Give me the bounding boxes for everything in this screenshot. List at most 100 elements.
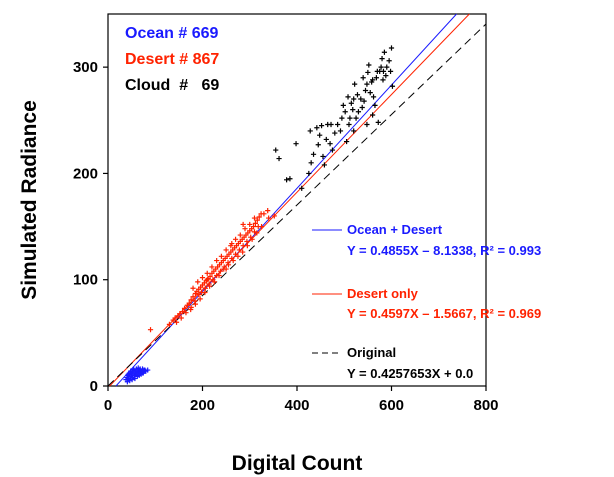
fit-line-ocean-desert bbox=[115, 13, 457, 387]
point-cloud bbox=[350, 107, 356, 113]
point-cloud bbox=[352, 81, 358, 87]
point-desert bbox=[181, 305, 188, 312]
axis-ticks: 0 200 400 600 800 0 100 200 300 bbox=[73, 59, 499, 414]
point-cloud bbox=[328, 121, 334, 128]
point-cloud bbox=[329, 147, 336, 153]
point-cloud bbox=[273, 147, 279, 153]
point-cloud bbox=[337, 128, 344, 134]
x-tick-label: 0 bbox=[104, 397, 112, 414]
point-cloud bbox=[388, 45, 395, 51]
point-cloud bbox=[345, 94, 351, 100]
point-desert bbox=[180, 309, 186, 315]
point-cloud bbox=[370, 94, 377, 100]
point-desert bbox=[190, 294, 196, 300]
point-cloud bbox=[327, 141, 333, 147]
point-cloud bbox=[310, 151, 317, 157]
point-cloud bbox=[318, 123, 325, 129]
fit-lines bbox=[107, 13, 487, 387]
point-cloud bbox=[346, 121, 352, 128]
point-cloud bbox=[375, 119, 381, 126]
point-desert bbox=[256, 214, 262, 220]
point-desert bbox=[190, 285, 196, 291]
x-tick-label: 200 bbox=[190, 397, 215, 414]
point-cloud bbox=[351, 128, 357, 134]
point-cloud bbox=[364, 121, 370, 128]
data-points bbox=[123, 45, 396, 385]
point-cloud bbox=[381, 49, 388, 55]
point-desert bbox=[207, 273, 213, 280]
point-cloud bbox=[362, 87, 369, 94]
point-desert bbox=[249, 236, 255, 242]
point-desert bbox=[261, 211, 267, 217]
point-desert bbox=[177, 311, 183, 317]
point-cloud bbox=[284, 177, 290, 183]
legend-label-ocean-desert: Ocean + Desert bbox=[347, 222, 443, 237]
point-desert bbox=[237, 232, 243, 238]
point-cloud bbox=[293, 141, 299, 147]
point-desert bbox=[247, 221, 253, 228]
point-desert bbox=[197, 296, 203, 302]
count-label-cloud: Cloud # 69 bbox=[125, 77, 219, 94]
point-cloud bbox=[383, 73, 389, 79]
fit-line-desert-only bbox=[109, 13, 470, 387]
point-cloud bbox=[364, 81, 370, 87]
point-cloud bbox=[340, 102, 346, 109]
x-tick-label: 400 bbox=[284, 397, 309, 414]
point-desert bbox=[223, 247, 229, 253]
point-cloud bbox=[366, 62, 372, 68]
point-desert bbox=[223, 266, 229, 272]
fit-line-original bbox=[107, 23, 487, 387]
point-ocean bbox=[140, 370, 146, 376]
point-cloud bbox=[373, 75, 379, 81]
point-cloud bbox=[359, 104, 365, 111]
point-cloud bbox=[307, 128, 313, 134]
point-cloud bbox=[361, 98, 367, 104]
point-cloud bbox=[358, 96, 364, 102]
point-desert bbox=[240, 249, 246, 255]
point-desert bbox=[232, 236, 239, 242]
legend-label-desert-only: Desert only bbox=[347, 286, 419, 301]
equation-desert-only: Y = 0.4597X – 1.5667, R² = 0.969 bbox=[347, 306, 541, 321]
point-desert bbox=[214, 257, 220, 264]
point-cloud bbox=[354, 92, 361, 98]
point-desert bbox=[235, 253, 241, 259]
point-desert bbox=[254, 230, 260, 236]
point-cloud bbox=[306, 170, 312, 177]
point-desert bbox=[229, 240, 235, 247]
point-desert bbox=[195, 279, 201, 285]
point-desert bbox=[252, 220, 259, 226]
point-cloud bbox=[355, 109, 362, 115]
point-desert bbox=[216, 272, 222, 279]
y-tick-label: 100 bbox=[73, 272, 98, 289]
point-cloud bbox=[315, 142, 321, 148]
x-axis-title: Digital Count bbox=[232, 452, 363, 475]
point-cloud bbox=[372, 102, 378, 109]
point-desert bbox=[258, 223, 265, 230]
point-ocean bbox=[129, 377, 135, 383]
point-cloud bbox=[365, 69, 371, 76]
point-desert bbox=[251, 215, 258, 221]
point-ocean bbox=[125, 371, 131, 377]
point-cloud bbox=[367, 90, 373, 96]
point-desert bbox=[206, 283, 213, 289]
point-ocean bbox=[127, 378, 133, 384]
point-ocean bbox=[124, 379, 130, 385]
equation-ocean-desert: Y = 0.4855X – 8.1338, R² = 0.993 bbox=[347, 243, 541, 258]
point-ocean bbox=[145, 367, 151, 373]
point-cloud bbox=[321, 162, 328, 168]
point-cloud bbox=[317, 132, 323, 138]
point-desert bbox=[166, 321, 173, 327]
point-desert bbox=[196, 291, 202, 298]
point-cloud bbox=[378, 64, 384, 70]
point-cloud bbox=[320, 153, 326, 160]
y-axis-title: Simulated Radiance bbox=[18, 100, 41, 300]
point-cloud bbox=[276, 155, 282, 162]
point-cloud bbox=[314, 125, 320, 131]
point-desert bbox=[204, 277, 210, 283]
point-desert bbox=[251, 229, 258, 235]
y-tick-label: 0 bbox=[90, 378, 98, 395]
plot-frame bbox=[107, 13, 487, 387]
point-desert bbox=[225, 262, 232, 268]
point-cloud bbox=[370, 112, 376, 118]
